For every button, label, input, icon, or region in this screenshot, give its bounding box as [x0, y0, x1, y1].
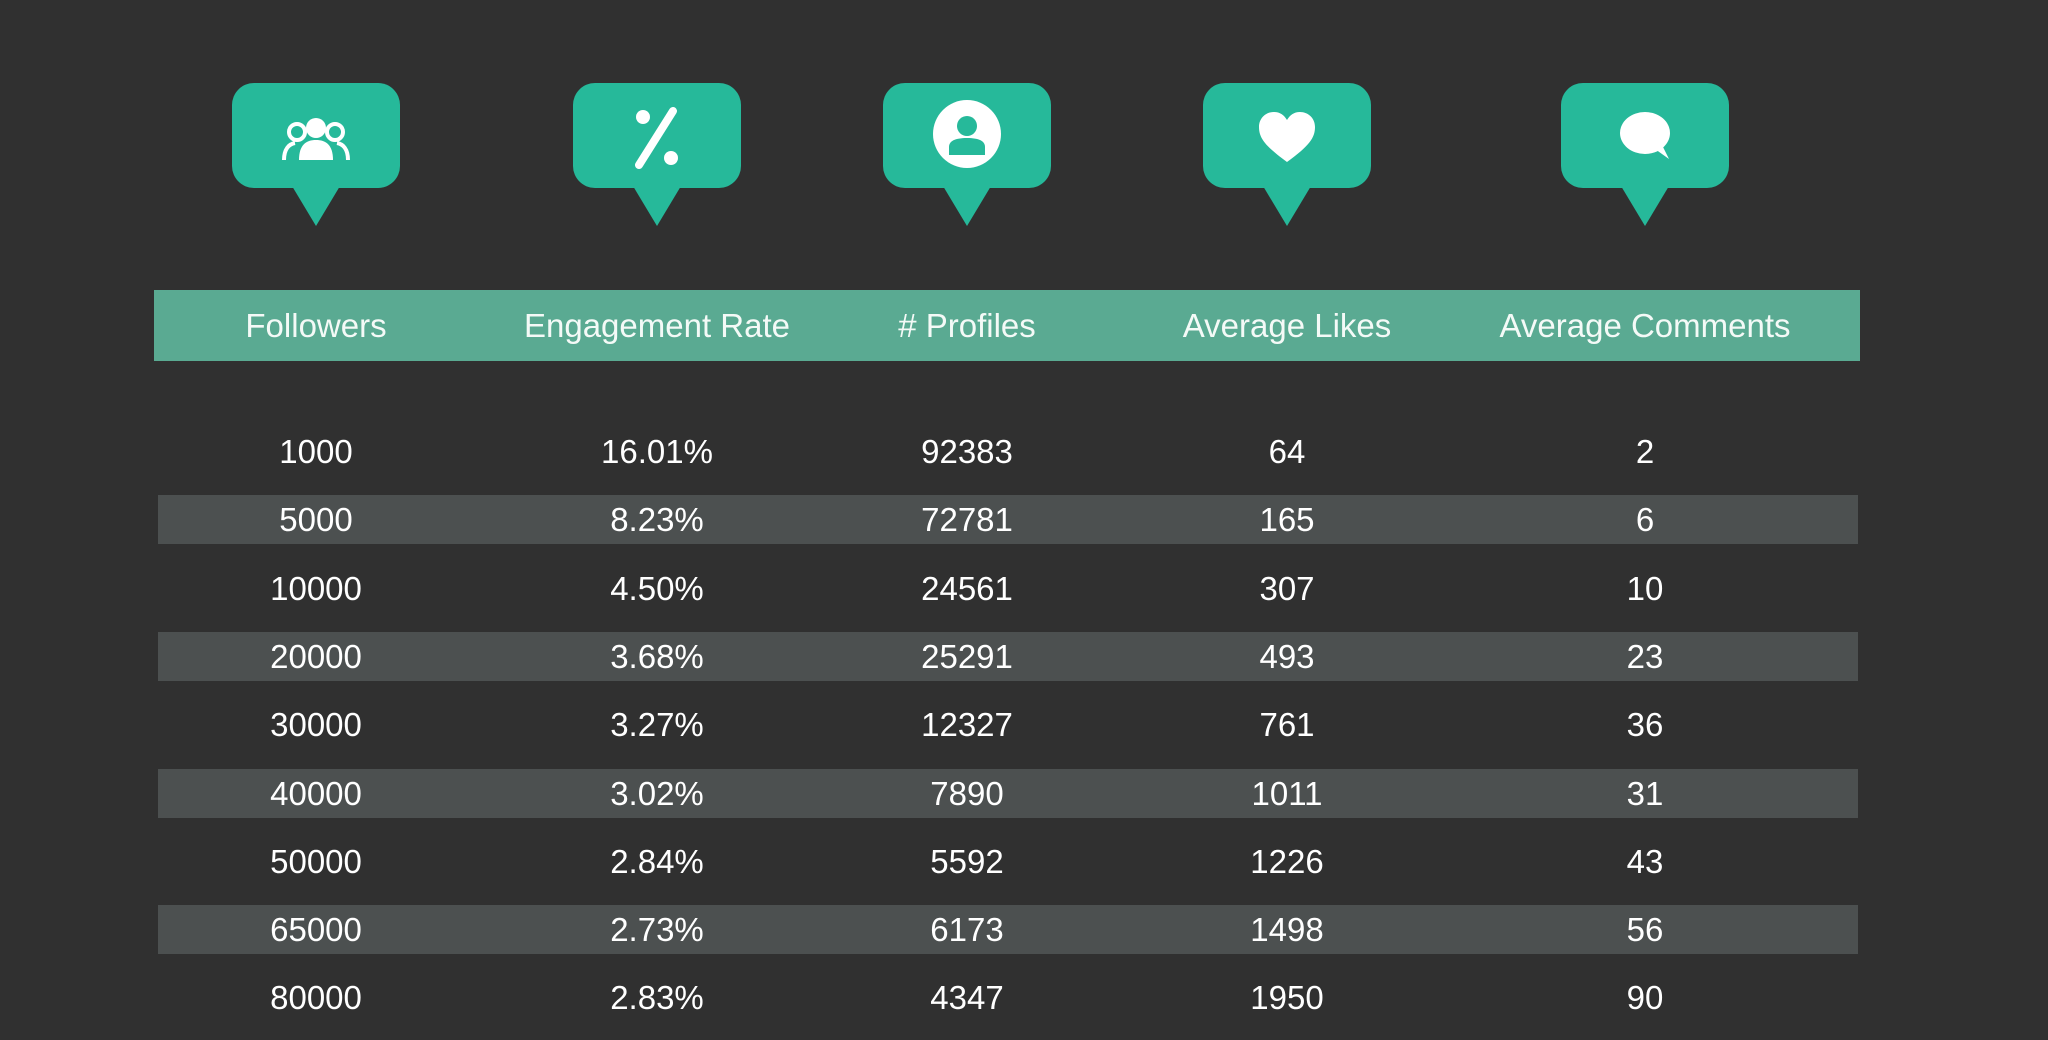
cell-average-comments: 56 — [1626, 911, 1664, 949]
cell-profiles: 5592 — [930, 842, 1004, 880]
column-header-average-comments: Average Comments — [1499, 307, 1791, 344]
table-row: 20000 3.68% 25291 493 23 — [158, 631, 1858, 681]
table-row: 40000 3.02% 7890 1011 31 — [158, 768, 1858, 818]
comments-icon — [1561, 83, 1729, 229]
followers-icon — [232, 83, 400, 229]
cell-profiles: 6173 — [930, 911, 1004, 949]
cell-average-comments: 10 — [1626, 569, 1664, 607]
cell-profiles: 7890 — [930, 774, 1004, 812]
column-header-profiles: # Profiles — [898, 307, 1036, 344]
table-row: 5000 8.23% 72781 165 6 — [158, 495, 1858, 545]
cell-followers: 20000 — [270, 637, 362, 675]
column-header-engagement-rate: Engagement Rate — [523, 307, 790, 344]
column-header-average-likes: Average Likes — [1182, 307, 1392, 344]
cell-average-comments: 23 — [1626, 637, 1664, 675]
table-row: 80000 2.83% 4347 1950 90 — [158, 973, 1858, 1022]
cell-engagement-rate: 2.84% — [610, 842, 704, 880]
cell-profiles: 12327 — [921, 706, 1013, 744]
cell-engagement-rate: 4.50% — [610, 569, 704, 607]
cell-followers: 10000 — [270, 569, 362, 607]
cell-engagement-rate: 16.01% — [601, 433, 713, 470]
cell-average-comments: 2 — [1635, 433, 1655, 470]
cell-average-likes: 307 — [1259, 569, 1315, 607]
table-row: 65000 2.73% 6173 1498 56 — [158, 905, 1858, 955]
cell-average-likes: 761 — [1259, 706, 1315, 744]
cell-followers: 65000 — [270, 911, 362, 949]
cell-average-comments: 43 — [1626, 842, 1664, 880]
table-row: 50000 2.84% 5592 1226 43 — [158, 837, 1858, 886]
cell-engagement-rate: 3.68% — [610, 637, 704, 675]
cell-profiles: 24561 — [921, 569, 1013, 607]
cell-average-comments: 90 — [1626, 979, 1664, 1017]
cell-average-comments: 36 — [1626, 706, 1664, 744]
cell-followers: 80000 — [270, 979, 362, 1017]
cell-profiles: 72781 — [921, 501, 1013, 539]
cell-average-likes: 1498 — [1250, 911, 1324, 949]
cell-engagement-rate: 2.83% — [610, 979, 704, 1017]
cell-profiles: 25291 — [921, 637, 1013, 675]
table-row: 30000 3.27% 12327 761 36 — [158, 700, 1858, 749]
cell-average-likes: 165 — [1259, 501, 1315, 539]
cell-followers: 30000 — [270, 706, 362, 744]
cell-average-comments: 6 — [1635, 501, 1655, 539]
cell-profiles: 92383 — [921, 433, 1013, 470]
cell-followers: 5000 — [279, 501, 353, 539]
cell-profiles: 4347 — [930, 979, 1004, 1017]
cell-engagement-rate: 3.27% — [610, 706, 704, 744]
cell-followers: 40000 — [270, 774, 362, 812]
likes-icon — [1203, 83, 1371, 229]
cell-average-likes: 493 — [1259, 637, 1315, 675]
cell-average-likes: 1226 — [1250, 842, 1324, 880]
cell-average-likes: 1950 — [1250, 979, 1324, 1017]
cell-followers: 1000 — [279, 433, 353, 470]
table-header: Followers Engagement Rate # Profiles Ave… — [154, 290, 1860, 361]
column-header-followers: Followers — [245, 307, 387, 344]
table-row: 10000 4.50% 24561 307 10 — [158, 564, 1858, 613]
cell-followers: 50000 — [270, 842, 362, 880]
table-row: 1000 16.01% 92383 64 2 — [158, 427, 1858, 476]
icon-row — [0, 0, 2048, 240]
cell-engagement-rate: 8.23% — [610, 501, 704, 539]
cell-engagement-rate: 3.02% — [610, 774, 704, 812]
cell-average-likes: 64 — [1268, 433, 1306, 470]
cell-average-comments: 31 — [1626, 774, 1664, 812]
cell-average-likes: 1011 — [1251, 774, 1323, 812]
cell-engagement-rate: 2.73% — [610, 911, 704, 949]
profiles-icon — [883, 83, 1051, 229]
engagement-rate-icon — [573, 83, 741, 229]
